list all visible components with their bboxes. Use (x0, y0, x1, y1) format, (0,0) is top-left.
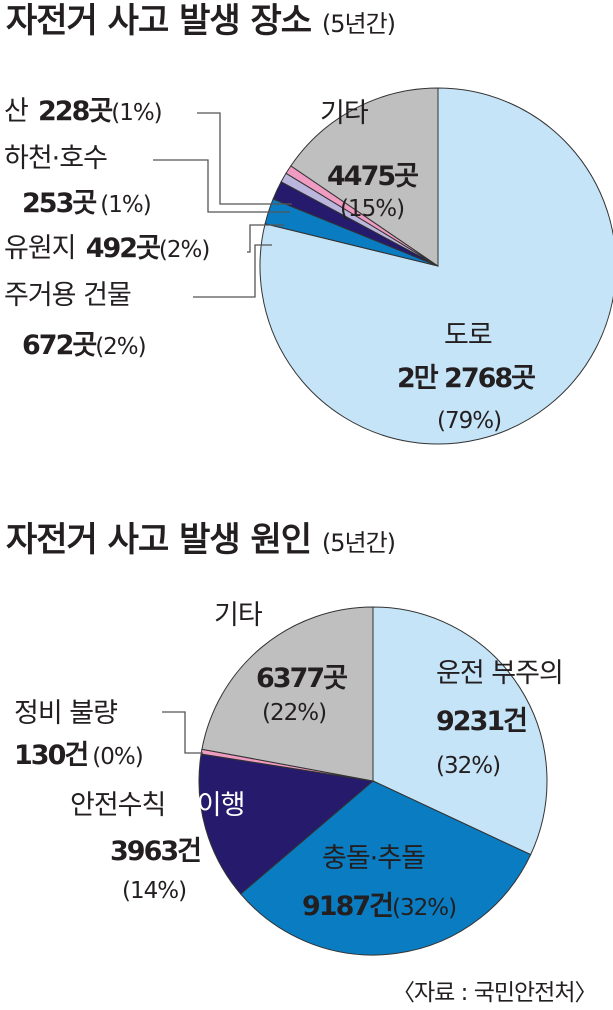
leader-line-river (153, 159, 290, 213)
label-other1-value: 4475곳 (327, 161, 419, 192)
label-road: 도로 (444, 320, 493, 351)
label-park: 유원지 492곳(2%) (4, 233, 210, 264)
label-other2-value: 6377곳 (256, 663, 348, 694)
label-maintenance: 정비 불량 (14, 698, 118, 729)
label-careless: 운전 부주의 (436, 658, 564, 689)
pie-cause (198, 606, 548, 956)
label-safety: 안전수칙 불이행 (70, 790, 246, 821)
slice-percent: (2%) (158, 237, 210, 263)
slice-value: 9187건 (302, 891, 394, 922)
label-other2-percent: (22%) (262, 700, 327, 726)
label-other1-percent: (15%) (340, 196, 405, 222)
label-collision-value: 9187건(32%) (302, 891, 457, 922)
slice-value: 130건 (14, 740, 89, 771)
slice-value: 672곳 (22, 330, 97, 361)
label-careless-value: 9231건 (436, 706, 528, 737)
pie-location (259, 87, 613, 445)
chart1-title: 자전거 사고 발생 장소 (5년간) (6, 1, 396, 41)
label-collision: 충돌·추돌 (322, 843, 426, 874)
leader-line-park (247, 224, 284, 253)
slice-value: 228곳 (38, 96, 113, 127)
slice-value: 492곳 (85, 233, 161, 264)
chart1-title-text: 자전거 사고 발생 장소 (6, 1, 312, 41)
slice-label: 산 (4, 96, 29, 127)
chart1-subtitle: (5년간) (321, 10, 396, 38)
label-careless-percent: (32%) (436, 753, 501, 779)
slice-percent: (2%) (95, 334, 146, 360)
label-other2: 기타 (214, 600, 263, 631)
slice-percent: (0%) (92, 744, 143, 770)
label-road-percent: (79%) (437, 408, 502, 434)
label-river-value: 253곳 (1%) (22, 188, 152, 219)
pie-slice (201, 606, 374, 782)
label-safety-value: 3963건 (110, 836, 202, 867)
leader-lines (153, 112, 292, 754)
chart2-subtitle: (5년간) (321, 529, 396, 557)
label-safety-percent: (14%) (122, 878, 187, 904)
label-safety-part1: 안전수칙 (70, 790, 173, 821)
pie-slice (372, 606, 548, 856)
pie-slice (198, 753, 375, 895)
label-maintenance-value: 130건 (0%) (14, 740, 144, 771)
label-river: 하천·호수 (4, 143, 108, 174)
label-other1: 기타 (320, 98, 369, 129)
source-note: 〈자료 : 국민안전처〉 (392, 980, 597, 1006)
slice-percent: (32%) (392, 895, 457, 921)
label-safety-part2: 불이행 (172, 790, 246, 821)
label-residential: 주거용 건물 (4, 280, 132, 311)
label-mountain: 산 228곳(1%) (4, 96, 163, 127)
label-residential-value: 672곳(2%) (22, 330, 147, 361)
slice-value: 253곳 (22, 188, 97, 219)
slice-percent: (1%) (100, 192, 151, 218)
slice-label: 유원지 (4, 233, 77, 264)
slice-percent: (1%) (111, 100, 162, 126)
chart2-title-text: 자전거 사고 발생 원인 (6, 520, 312, 560)
chart2-title: 자전거 사고 발생 원인 (5년간) (6, 520, 396, 560)
pie-slice (290, 87, 439, 267)
leader-line-mountain (197, 112, 292, 205)
label-road-value: 2만 2768곳 (397, 363, 536, 394)
pie-slice (239, 780, 532, 956)
leader-line-maintenance (162, 711, 203, 754)
leader-line-residential (193, 244, 272, 298)
